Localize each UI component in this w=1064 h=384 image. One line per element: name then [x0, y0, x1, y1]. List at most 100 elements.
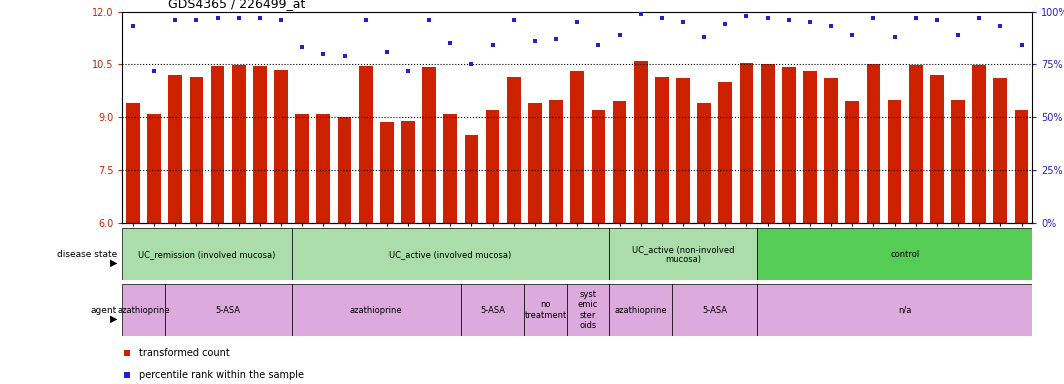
Bar [122, 228, 292, 280]
Point [358, 17, 375, 23]
Bar [672, 284, 758, 336]
Bar [739, 63, 753, 223]
Text: UC_active (involved mucosa): UC_active (involved mucosa) [389, 250, 512, 259]
Point [548, 36, 565, 42]
Text: 5-ASA: 5-ASA [480, 306, 505, 314]
Text: 5-ASA: 5-ASA [702, 306, 727, 314]
Bar [697, 103, 711, 223]
Bar [359, 66, 372, 223]
Point [146, 68, 163, 74]
Bar [951, 99, 965, 223]
Bar [609, 228, 758, 280]
Bar [401, 121, 415, 223]
Point [992, 23, 1009, 30]
Point [315, 51, 332, 57]
Bar [567, 284, 609, 336]
Point [632, 11, 649, 17]
Point [970, 15, 987, 21]
Text: ▶: ▶ [110, 258, 117, 268]
Text: agent: agent [90, 306, 117, 314]
Bar [422, 67, 436, 223]
Bar [444, 114, 458, 223]
Bar [292, 284, 461, 336]
Bar [528, 103, 542, 223]
Bar [782, 67, 796, 223]
Text: azathioprine: azathioprine [117, 306, 170, 314]
Bar [758, 284, 1053, 336]
Bar [147, 114, 161, 223]
Point [527, 38, 544, 44]
Point [780, 17, 797, 23]
Bar [506, 77, 520, 223]
Bar [909, 65, 922, 223]
Text: no
treatment: no treatment [525, 300, 567, 320]
Point [484, 42, 501, 48]
Bar [570, 71, 584, 223]
Point [653, 15, 670, 21]
Bar [758, 228, 1053, 280]
Point [251, 15, 268, 21]
Bar [122, 284, 165, 336]
Bar [337, 117, 351, 223]
Point [675, 19, 692, 25]
Text: syst
emic
ster
oids: syst emic ster oids [578, 290, 598, 330]
Bar [253, 66, 267, 223]
Bar [211, 66, 225, 223]
Bar [486, 110, 499, 223]
Bar [866, 64, 880, 223]
Text: percentile rank within the sample: percentile rank within the sample [138, 370, 303, 380]
Point [865, 15, 882, 21]
Text: azathioprine: azathioprine [350, 306, 402, 314]
Bar [825, 78, 838, 223]
Point [949, 32, 966, 38]
Point [1013, 42, 1030, 48]
Bar [525, 284, 567, 336]
Point [886, 34, 903, 40]
Point [505, 17, 522, 23]
Bar [676, 78, 689, 223]
Point [230, 15, 247, 21]
Bar [761, 64, 775, 223]
Bar [232, 65, 246, 223]
Text: transformed count: transformed count [138, 348, 230, 358]
Bar [165, 284, 292, 336]
Point [822, 23, 839, 30]
Text: azathioprine: azathioprine [614, 306, 667, 314]
Point [696, 34, 713, 40]
Bar [1015, 110, 1029, 223]
Point [294, 44, 311, 50]
Point [188, 17, 205, 23]
Point [908, 15, 925, 21]
Bar [803, 71, 817, 223]
Bar [846, 101, 859, 223]
Bar [292, 228, 609, 280]
Point [611, 32, 628, 38]
Text: n/a: n/a [898, 306, 912, 314]
Bar [972, 65, 986, 223]
Point [442, 40, 459, 46]
Point [463, 61, 480, 68]
Bar [465, 135, 479, 223]
Point [379, 49, 396, 55]
Point [167, 17, 184, 23]
Point [589, 42, 606, 48]
Point [336, 53, 353, 59]
Point [738, 13, 755, 19]
Bar [296, 114, 309, 223]
Text: ▶: ▶ [110, 313, 117, 324]
Point [759, 15, 776, 21]
Text: UC_remission (involved mucosa): UC_remission (involved mucosa) [138, 250, 276, 259]
Bar [718, 82, 732, 223]
Bar [126, 103, 139, 223]
Point [801, 19, 818, 25]
Bar [609, 284, 672, 336]
Point [844, 32, 861, 38]
Bar [994, 78, 1008, 223]
Bar [549, 99, 563, 223]
Bar [316, 114, 330, 223]
Text: GDS4365 / 226499_at: GDS4365 / 226499_at [168, 0, 305, 10]
Bar [275, 70, 288, 223]
Text: UC_active (non-involved
mucosa): UC_active (non-involved mucosa) [632, 245, 734, 264]
Point [272, 17, 289, 23]
Bar [930, 75, 944, 223]
